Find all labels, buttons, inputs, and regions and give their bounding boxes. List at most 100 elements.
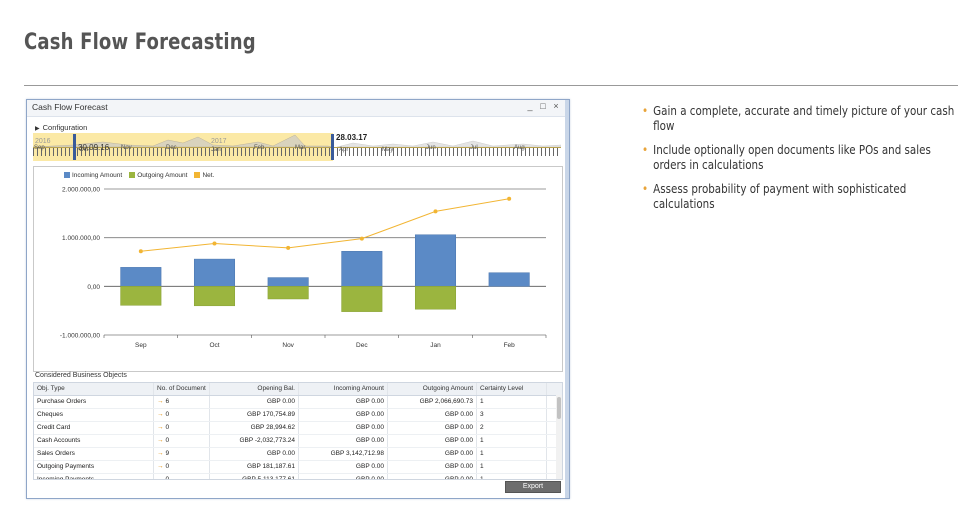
bullet-dot-icon: • xyxy=(642,143,649,157)
business-objects-table[interactable]: Obj. Type No. of Document Opening Bal. I… xyxy=(33,382,563,480)
legend-swatch-net xyxy=(194,172,201,178)
bar-incoming xyxy=(120,267,162,287)
timeline-month: Dec xyxy=(166,145,177,151)
timeline-year-2017: 2017 xyxy=(211,138,227,145)
legend-item-outgoing: Outgoing Amount xyxy=(129,172,187,179)
document-count: 6 xyxy=(165,398,170,405)
table-row[interactable]: Cheques → 0 GBP 170,754.89 GBP 0.00 GBP 0.00 3 xyxy=(34,409,562,422)
document-count: 0 xyxy=(165,463,170,470)
cell-no-of-document: → 0 xyxy=(154,422,210,434)
close-button[interactable]: × xyxy=(553,101,559,111)
link-arrow-icon[interactable]: → xyxy=(157,398,164,405)
cell-no-of-document: → 0 xyxy=(154,474,210,480)
cell-obj-type: Purchase Orders xyxy=(34,396,154,408)
x-tick-label: Feb xyxy=(504,342,516,349)
minimize-button[interactable]: _ xyxy=(527,101,533,111)
cell-certainty-level: 1 xyxy=(477,396,547,408)
scrollbar-thumb[interactable] xyxy=(557,397,561,419)
bar-outgoing xyxy=(341,286,383,312)
bullet-item: • Gain a complete, accurate and timely pi… xyxy=(642,104,963,134)
cell-certainty-level: 1 xyxy=(477,435,547,447)
cell-opening-bal: GBP 170,754.89 xyxy=(210,409,299,421)
bar-incoming xyxy=(488,272,530,287)
timeline-slider[interactable]: 2016 2017 Sep Oct Nov Dec Jan Feb Mar Ap… xyxy=(33,133,561,161)
table-body: Purchase Orders → 6 GBP 0.00 GBP 0.00 GBP 2,0… xyxy=(34,396,562,480)
legend-item-incoming: Incoming Amount xyxy=(64,172,122,179)
cell-incoming-amount: GBP 0.00 xyxy=(299,409,388,421)
document-count: 0 xyxy=(165,411,170,418)
bullet-item: • Assess probability of payment with soph… xyxy=(642,182,963,212)
cell-incoming-amount: GBP 0.00 xyxy=(299,461,388,473)
table-row[interactable]: Sales Orders → 9 GBP 0.00 GBP 3,142,712.98 GB… xyxy=(34,448,562,461)
window-titlebar[interactable]: Cash Flow Forecast _ □ × xyxy=(27,100,569,117)
link-arrow-icon[interactable]: → xyxy=(157,424,164,431)
cell-opening-bal: GBP 28,994.62 xyxy=(210,422,299,434)
y-tick-label: 0,00 xyxy=(87,284,100,291)
bar-incoming xyxy=(193,258,236,287)
page-title: Cash Flow Forecasting xyxy=(24,30,256,55)
timeline-month: Jun xyxy=(426,145,436,151)
cell-obj-type: Incoming Payments xyxy=(34,474,154,479)
timeline-month: Sep xyxy=(34,145,45,151)
header-opening-bal[interactable]: Opening Bal. xyxy=(210,383,299,395)
cell-incoming-amount: GBP 0.00 xyxy=(299,474,388,479)
cell-outgoing-amount: GBP 0.00 xyxy=(388,422,477,434)
window-edge xyxy=(565,100,569,498)
table-row[interactable]: Incoming Payments → 0 GBP 5,113,177.61 GBP 0… xyxy=(34,474,562,480)
bullet-dot-icon: • xyxy=(642,104,649,118)
cell-outgoing-amount: GBP 0.00 xyxy=(388,448,477,460)
link-arrow-icon[interactable]: → xyxy=(157,463,164,470)
export-button[interactable]: Export xyxy=(505,481,561,493)
header-no-of-document[interactable]: No. of Document xyxy=(154,383,210,395)
maximize-button[interactable]: □ xyxy=(540,101,546,111)
y-tick-label: -1.000.000,00 xyxy=(60,333,101,340)
cell-certainty-level: 2 xyxy=(477,422,547,434)
expand-triangle-icon: ▶ xyxy=(35,126,40,132)
link-arrow-icon[interactable]: → xyxy=(157,411,164,418)
net-point xyxy=(359,236,364,241)
header-certainty-level[interactable]: Certainty Level xyxy=(477,383,547,395)
header-obj-type[interactable]: Obj. Type xyxy=(34,383,154,395)
timeline-end-date: 28.03.17 xyxy=(336,133,368,142)
cell-obj-type: Cheques xyxy=(34,409,154,421)
cell-certainty-level: 3 xyxy=(477,409,547,421)
feature-bullets: • Gain a complete, accurate and timely pi… xyxy=(642,104,962,221)
legend-label-incoming: Incoming Amount xyxy=(72,172,123,179)
cell-no-of-document: → 6 xyxy=(154,396,210,408)
cell-incoming-amount: GBP 0.00 xyxy=(299,422,388,434)
net-point xyxy=(433,209,438,214)
cell-outgoing-amount: GBP 2,066,690.73 xyxy=(388,396,477,408)
timeline-end-handle[interactable] xyxy=(331,134,334,160)
chart-legend: Incoming Amount Outgoing Amount Net. xyxy=(64,172,214,179)
link-arrow-icon[interactable]: → xyxy=(157,450,164,457)
window-title: Cash Flow Forecast xyxy=(32,102,108,112)
cash-flow-window[interactable]: Cash Flow Forecast _ □ × ▶ Configuration … xyxy=(26,99,570,499)
net-line xyxy=(140,198,510,252)
bar-outgoing xyxy=(120,286,162,306)
link-arrow-icon[interactable]: → xyxy=(157,476,164,480)
bar-outgoing xyxy=(414,286,457,310)
timeline-month: Mar xyxy=(295,145,306,151)
cell-no-of-document: → 9 xyxy=(154,448,210,460)
link-arrow-icon[interactable]: → xyxy=(157,437,164,444)
configuration-toggle[interactable]: ▶ Configuration xyxy=(35,123,87,132)
header-outgoing-amount[interactable]: Outgoing Amount xyxy=(388,383,477,395)
timeline-start-handle[interactable] xyxy=(73,134,76,160)
table-row[interactable]: Purchase Orders → 6 GBP 0.00 GBP 0.00 GBP 2,0… xyxy=(34,396,562,409)
table-row[interactable]: Outgoing Payments → 0 GBP 181,187.61 GBP 0.0… xyxy=(34,461,562,474)
x-tick-label: Oct xyxy=(209,342,219,349)
bar-incoming xyxy=(341,251,383,287)
y-tick-label: 2.000.000,00 xyxy=(62,187,100,194)
net-point xyxy=(286,245,291,250)
bar-incoming xyxy=(414,234,457,287)
table-row[interactable]: Cash Accounts → 0 GBP -2,032,773.24 GBP 0.00… xyxy=(34,435,562,448)
legend-swatch-incoming xyxy=(64,172,70,178)
timeline-month: Nov xyxy=(121,145,132,151)
table-row[interactable]: Credit Card → 0 GBP 28,994.62 GBP 0.00 GBP 0.… xyxy=(34,422,562,435)
x-tick-label: Sep xyxy=(135,342,147,349)
cell-incoming-amount: GBP 0.00 xyxy=(299,435,388,447)
cell-certainty-level: 1 xyxy=(477,461,547,473)
table-scrollbar[interactable] xyxy=(556,395,562,479)
header-incoming-amount[interactable]: Incoming Amount xyxy=(299,383,388,395)
bullet-item: • Include optionally open documents like … xyxy=(642,143,963,173)
